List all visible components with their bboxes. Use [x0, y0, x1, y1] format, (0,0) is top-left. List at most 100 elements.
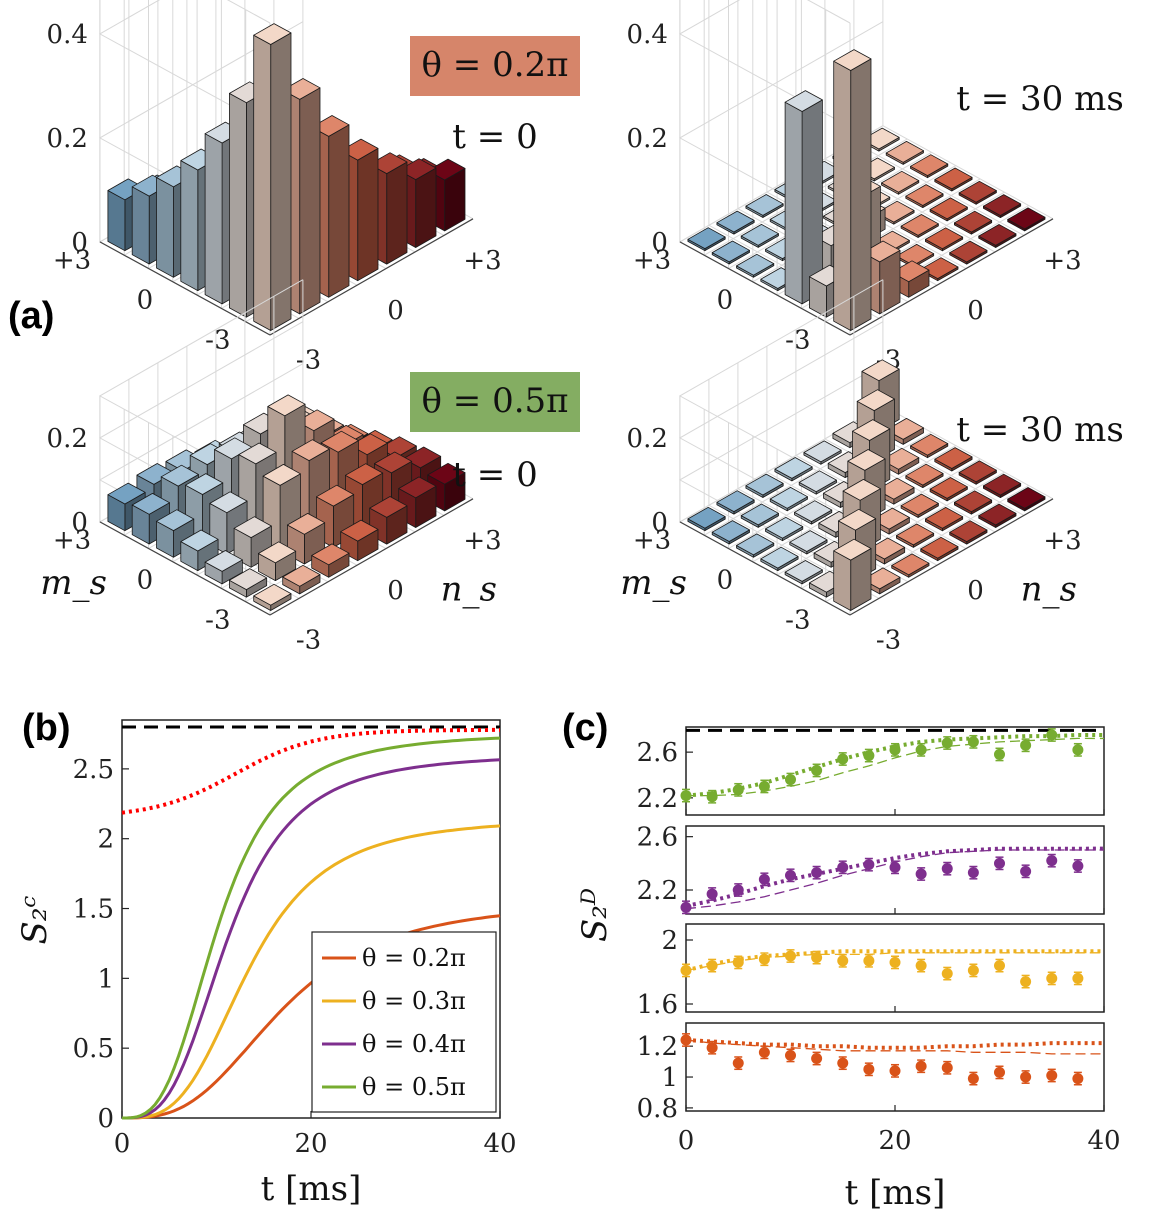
y-axis-label: S₂ᴰ: [575, 888, 615, 942]
scatter-subpanel-3: 0.811.2: [637, 1022, 1105, 1124]
bar-m3-n-2: [716, 490, 755, 515]
bar-face: [850, 58, 872, 331]
n-tick-label: 0: [967, 576, 984, 606]
bar-m-3-n2: [978, 224, 1017, 248]
bar-top: [745, 473, 784, 496]
marker: [1072, 744, 1084, 756]
scatter-subpanel-1: 2.2 2.6: [637, 823, 1105, 915]
data-point: [941, 966, 953, 981]
theory-dotted-line: [685, 846, 1105, 908]
marker: [811, 952, 823, 964]
t30-label-top: t = 30 ms: [956, 79, 1124, 119]
bar-m-2-n1: [925, 227, 964, 252]
marker: [758, 1046, 770, 1058]
bar-m2-n-2: [740, 503, 779, 528]
m-axis-label: m_s: [40, 563, 107, 603]
marker: [941, 863, 953, 875]
bar-m-1-n3: [958, 180, 997, 205]
bar-m-3-n-2: [282, 564, 321, 595]
data-point: [1020, 738, 1032, 753]
bar-top: [716, 210, 755, 233]
panel-a-3d-bars: 00.20.40.6-30+3-30+3 00.20.40.6-30+3-30+3…: [40, 0, 1082, 656]
marker: [680, 1034, 692, 1046]
bar-face: [415, 167, 437, 248]
bar-top: [891, 553, 930, 576]
z-tick-label: 0.4: [47, 20, 88, 50]
bar-face: [386, 161, 408, 265]
bar3d-subplot-1: 00.20.40.6-30+3-30+3: [627, 0, 1082, 376]
data-point: [680, 900, 692, 915]
bar-face: [833, 60, 852, 331]
marker: [758, 780, 770, 792]
bar-m-3-n0: [920, 536, 959, 562]
data-point: [994, 856, 1005, 871]
marker: [706, 791, 718, 803]
bar-top: [340, 519, 379, 542]
z-tick-label: 0.2: [47, 424, 88, 454]
bar-top: [896, 523, 935, 546]
bar-m3-n-2: [716, 210, 755, 235]
data-point: [732, 955, 744, 970]
bar-top: [180, 529, 219, 552]
bar-top: [736, 533, 775, 556]
data-point: [758, 872, 770, 887]
bar-top: [315, 484, 355, 507]
marker: [758, 953, 770, 965]
data-point: [889, 742, 901, 757]
bar-m0-n3: [934, 447, 973, 472]
series-line-1: [122, 824, 501, 1120]
data-point: [732, 883, 744, 897]
data-point: [785, 868, 796, 883]
data-point: [837, 1056, 849, 1071]
x-tick-label: 20: [294, 1129, 327, 1159]
theory-dashed-line: [686, 737, 1105, 797]
n-tick-label: 0: [967, 296, 984, 326]
bar-top: [257, 541, 297, 564]
bar-face: [270, 32, 292, 331]
bar-m2-n3: [885, 140, 924, 165]
data-point: [758, 952, 770, 967]
x-tick-label: 40: [1087, 1126, 1120, 1156]
bar-face: [180, 160, 199, 292]
y-tick-label: 2.6: [637, 823, 678, 853]
bar-top: [209, 491, 248, 514]
bar-top: [740, 503, 779, 526]
bar-top: [784, 560, 823, 582]
y-tick-label: 0.8: [637, 1094, 678, 1124]
marker: [1072, 972, 1084, 984]
marker: [1020, 739, 1032, 751]
axis-line: [679, 521, 851, 616]
marker: [732, 956, 744, 968]
t0-label-bottom: t = 0: [452, 455, 537, 495]
theta-02-label: θ = 0.2π: [422, 45, 569, 85]
bar-m3-n-3: [687, 227, 726, 252]
n-tick-label: +3: [463, 526, 501, 556]
bar-top: [156, 509, 195, 531]
bar-m1-n2: [881, 170, 920, 195]
legend-label-0: θ = 0.2π: [362, 944, 466, 972]
marker: [863, 859, 875, 871]
axis-line: [849, 218, 1054, 336]
classical-dotted-line: [121, 727, 500, 815]
marker: [941, 1062, 953, 1074]
bar-top: [798, 470, 837, 493]
marker: [785, 869, 796, 881]
bar3d-subplot-0: 00.20.40.6-30+3-30+3: [47, 0, 502, 376]
scatter-subpanel-0: 2.2 2.6: [637, 726, 1105, 816]
marker: [915, 960, 927, 972]
data-point: [1020, 864, 1032, 879]
panel-label-a: (a): [8, 295, 54, 337]
bar-top: [373, 451, 413, 474]
data-point: [1072, 742, 1084, 757]
data-point: [967, 865, 979, 880]
data-point: [837, 752, 849, 766]
y-tick-label: 0.5: [73, 1034, 114, 1064]
bar-face: [357, 147, 379, 282]
data-point: [863, 857, 875, 872]
bar-top: [920, 536, 959, 559]
grid-line: [98, 0, 271, 128]
marker: [706, 960, 718, 972]
bar-m-3-n-1: [891, 553, 930, 578]
marker: [837, 955, 849, 967]
bar-top: [789, 530, 828, 552]
